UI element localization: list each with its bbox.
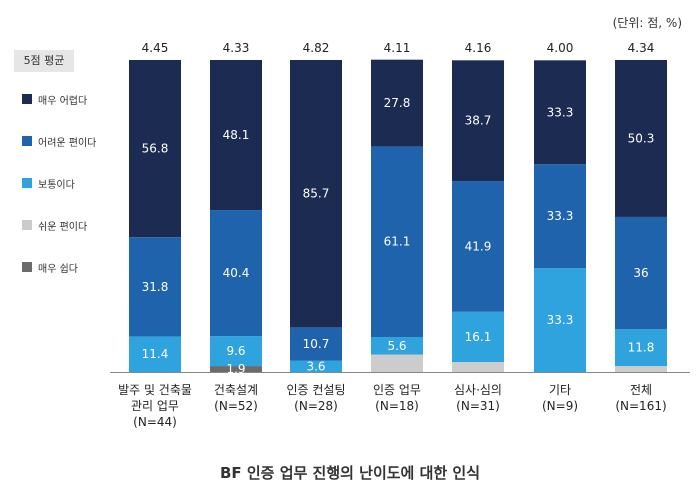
legend-item-somewhat_easy: 쉬운 편이다 — [22, 218, 132, 233]
average-value: 4.45 — [142, 41, 169, 55]
category-label: (N=161) — [615, 399, 666, 413]
category-label: 발주 및 건축물 — [118, 383, 192, 397]
average-value: 4.33 — [223, 41, 250, 55]
category-label: 관리 업무 — [131, 399, 179, 413]
data-label: 85.7 — [303, 187, 330, 201]
bar-segment-normal — [534, 268, 586, 372]
bar-segment-somewhat_easy — [615, 366, 667, 372]
category-label: (N=44) — [133, 415, 177, 429]
category-label: (N=9) — [542, 399, 578, 413]
legend-swatch — [22, 94, 32, 104]
average-value: 4.00 — [547, 41, 574, 55]
average-label: 5점 평균 — [14, 50, 74, 72]
data-label: 3.6 — [306, 359, 325, 373]
bar-segment-somewhat_hard — [129, 237, 181, 337]
bar-segment-somewhat_hard — [452, 181, 504, 312]
legend-swatch — [22, 220, 32, 230]
data-label: 33.3 — [547, 209, 574, 223]
category-label: 인증 컨설팅 — [286, 383, 345, 397]
average-value: 4.11 — [384, 41, 411, 55]
chart-caption: BF 인증 업무 진행의 난이도에 대한 인식 — [219, 464, 480, 482]
legend-label: 보통이다 — [38, 180, 75, 191]
bar-segment-somewhat_easy — [452, 362, 504, 372]
bar-segment-normal — [290, 360, 342, 372]
bar-segment-very_hard — [290, 60, 342, 328]
bar-segment-somewhat_hard — [290, 327, 342, 361]
bar-segment-normal — [452, 311, 504, 363]
bar-segment-normal — [210, 336, 262, 367]
bar-segment-very_hard — [452, 60, 504, 182]
data-label: 1.9 — [226, 362, 245, 376]
bar-segment-very_hard — [210, 60, 262, 211]
data-label: 40.4 — [223, 266, 250, 280]
data-label: 10.7 — [303, 337, 330, 351]
data-label: 38.7 — [465, 114, 492, 128]
data-label: 33.3 — [547, 313, 574, 327]
category-label: (N=28) — [294, 399, 338, 413]
category-label: (N=18) — [375, 399, 419, 413]
data-label: 27.8 — [384, 96, 411, 110]
bar-segment-somewhat_hard — [210, 210, 262, 337]
data-label: 41.9 — [465, 239, 492, 253]
bar-segment-very_hard — [615, 60, 667, 217]
data-label: 33.3 — [547, 105, 574, 119]
bar-segment-very_easy — [210, 366, 262, 372]
legend-item-very_easy: 매우 쉽다 — [22, 260, 132, 275]
bar-segment-very_hard — [371, 59, 423, 147]
bar-segment-very_hard — [129, 60, 181, 238]
category-label: 건축설계 — [214, 383, 258, 397]
average-value: 4.34 — [628, 41, 655, 55]
bar-segment-somewhat_hard — [371, 146, 423, 338]
category-label: (N=31) — [456, 399, 500, 413]
data-label: 61.1 — [384, 235, 411, 249]
average-value: 4.82 — [303, 41, 330, 55]
unit-note: (단위: 점, %) — [612, 16, 682, 30]
bar-segment-somewhat_easy — [371, 354, 423, 372]
bar-segment-very_hard — [534, 60, 586, 165]
category-label: (N=52) — [214, 399, 258, 413]
average-value: 4.16 — [465, 41, 492, 55]
category-label: 기타 — [549, 383, 571, 397]
legend-label: 어려운 편이다 — [38, 138, 97, 149]
bar-segment-normal — [129, 336, 181, 372]
data-label: 11.4 — [142, 347, 169, 361]
category-label: 인증 업무 — [373, 383, 421, 397]
legend-label: 쉬운 편이다 — [38, 222, 88, 233]
legend-swatch — [22, 262, 32, 272]
legend-item-very_hard: 매우 어렵다 — [22, 92, 132, 107]
bar-segment-normal — [371, 337, 423, 355]
data-label: 31.8 — [142, 280, 169, 294]
legend-swatch — [22, 178, 32, 188]
legend-label: 매우 어렵다 — [38, 96, 88, 107]
data-label: 5.6 — [387, 339, 406, 353]
legend-item-somewhat_hard: 어려운 편이다 — [22, 134, 132, 149]
data-label: 50.3 — [628, 131, 655, 145]
bar-segment-somewhat_hard — [534, 164, 586, 269]
bar-segment-normal — [615, 329, 667, 367]
data-label: 16.1 — [465, 330, 492, 344]
data-label: 11.8 — [628, 341, 655, 355]
legend-label: 매우 쉽다 — [38, 264, 78, 275]
category-label: 심사·심의 — [454, 383, 502, 397]
data-label: 56.8 — [142, 142, 169, 156]
legend-item-normal: 보통이다 — [22, 176, 132, 191]
legend-swatch — [22, 136, 32, 146]
data-label: 48.1 — [223, 128, 250, 142]
data-label: 36 — [633, 266, 648, 280]
category-label: 전체 — [630, 383, 652, 397]
data-label: 9.6 — [226, 344, 245, 358]
bar-segment-somewhat_hard — [615, 216, 667, 330]
